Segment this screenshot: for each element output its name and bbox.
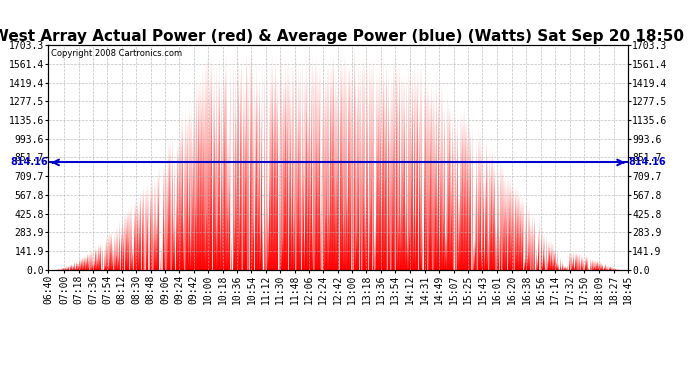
Text: 814.16: 814.16 — [629, 158, 666, 168]
Text: Copyright 2008 Cartronics.com: Copyright 2008 Cartronics.com — [51, 50, 182, 58]
Title: West Array Actual Power (red) & Average Power (blue) (Watts) Sat Sep 20 18:50: West Array Actual Power (red) & Average … — [0, 29, 684, 44]
Text: 814.16: 814.16 — [10, 158, 48, 168]
